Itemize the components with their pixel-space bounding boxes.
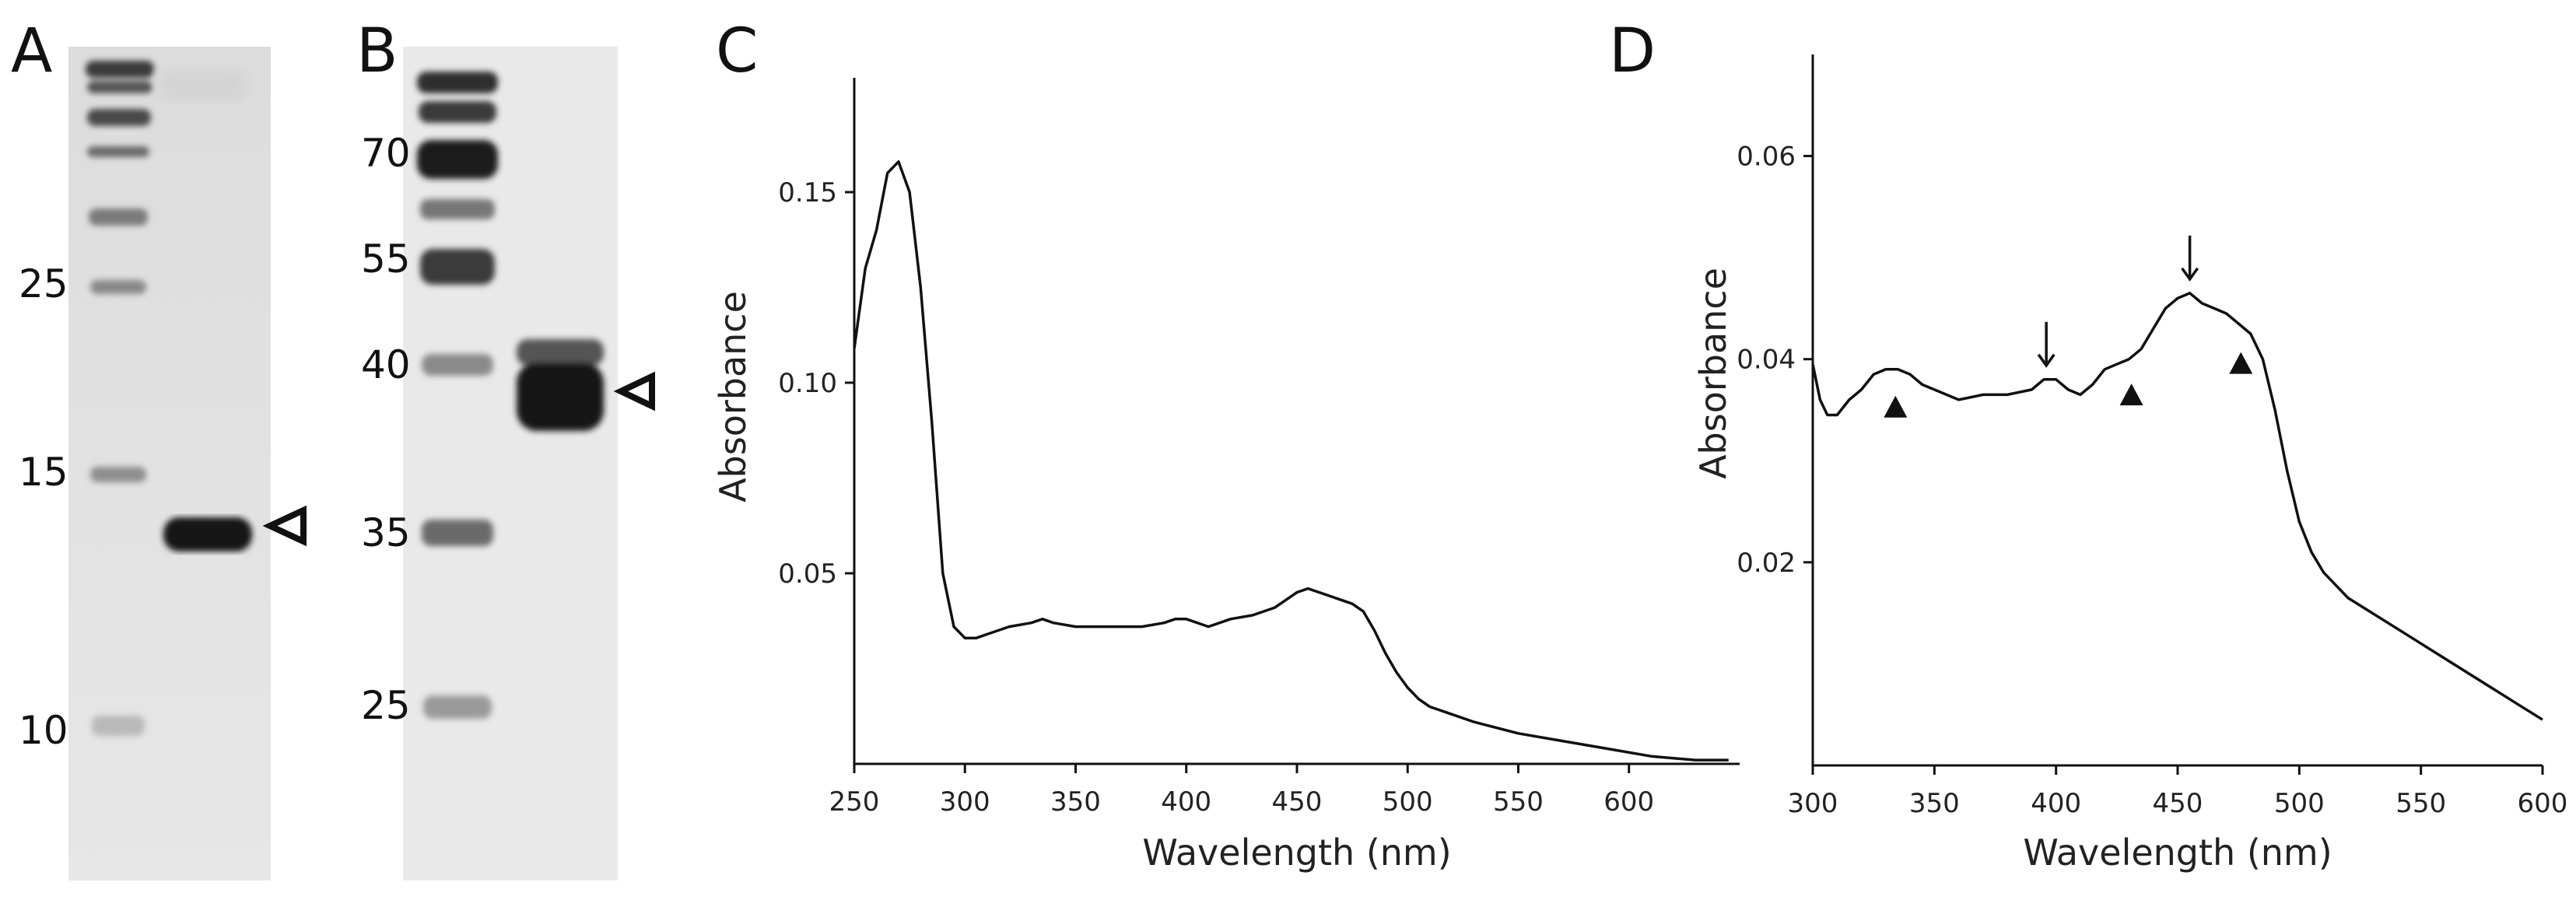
gel-a-marker: 15 xyxy=(19,450,68,495)
y-tick-label: 0.05 xyxy=(778,559,837,590)
gel-a-marker: 25 xyxy=(19,261,68,306)
gel-b-marker: 55 xyxy=(361,236,411,282)
protein-band xyxy=(163,517,252,552)
ladder-band xyxy=(90,467,146,482)
x-tick-label: 500 xyxy=(1383,786,1433,818)
ladder-band xyxy=(420,249,495,285)
ladder-band xyxy=(419,101,496,123)
ladder-band xyxy=(417,140,498,179)
arrow-head xyxy=(2037,353,2056,368)
panel-a: A 25 15 10 xyxy=(11,16,307,881)
ladder-band xyxy=(86,61,154,78)
protein-band xyxy=(517,362,604,431)
panel-d: D 300 350 400 450 500 550 600 0.02 0.04 0.06 Wavel… xyxy=(1609,16,2567,874)
ladder-band xyxy=(90,280,146,294)
panel-b: B 70 55 40 35 25 xyxy=(356,16,655,881)
series-line xyxy=(853,160,1729,762)
filled-triangle-icon xyxy=(2119,383,2143,406)
x-axis-title: Wavelength (nm) xyxy=(1142,832,1451,874)
arrow-head xyxy=(2181,267,2199,282)
gel-a-background xyxy=(68,47,271,881)
x-tick-label: 450 xyxy=(2153,788,2203,819)
x-tick-label: 350 xyxy=(1050,786,1101,818)
y-tick-label: 0.15 xyxy=(778,177,837,208)
panel-d-label: D xyxy=(1609,16,1656,86)
open-arrowhead-icon xyxy=(613,371,655,411)
x-tick-label: 300 xyxy=(1788,788,1838,819)
ladder-band xyxy=(87,109,151,126)
y-tick-label: 0.06 xyxy=(1737,142,1796,173)
x-tick-label: 300 xyxy=(940,786,990,818)
ladder-band xyxy=(87,81,152,93)
ladder-band xyxy=(423,695,492,719)
ladder-band xyxy=(422,354,493,376)
filled-triangle-icon xyxy=(1884,395,1908,418)
panel-c: C 250 300 350 400 450 500 550 600 0.05 0.10 0.15 Wa… xyxy=(712,16,1740,874)
x-tick-label: 600 xyxy=(1603,786,1654,818)
x-tick-label: 400 xyxy=(1161,786,1211,818)
protein-band xyxy=(517,339,604,366)
y-tick-label: 0.02 xyxy=(1737,548,1796,579)
x-axis-title: Wavelength (nm) xyxy=(2023,832,2332,874)
panel-b-label: B xyxy=(356,16,398,86)
panel-c-label: C xyxy=(716,16,758,86)
y-tick-label: 0.04 xyxy=(1737,345,1796,376)
gel-b-marker: 40 xyxy=(361,342,411,387)
x-tick-label: 450 xyxy=(1272,786,1323,818)
down-arrow-icon xyxy=(2181,235,2199,282)
gel-b-background xyxy=(403,47,618,881)
ladder-band xyxy=(92,716,145,736)
gel-b-sample-lane xyxy=(517,339,604,431)
y-axis-title: Absorbance xyxy=(712,291,754,503)
x-tick-label: 500 xyxy=(2274,788,2325,819)
gel-b-marker: 25 xyxy=(361,683,411,728)
filled-triangle-icon xyxy=(2229,352,2253,374)
x-tick-label: 400 xyxy=(2031,788,2081,819)
x-tick-label: 250 xyxy=(829,786,880,818)
ladder-band xyxy=(420,199,495,219)
gel-b-marker: 70 xyxy=(361,131,411,176)
ladder-band xyxy=(87,146,149,157)
ladder-band xyxy=(89,208,148,226)
ladder-band xyxy=(422,520,493,546)
gel-a-sample-lane xyxy=(159,70,252,552)
x-tick-label: 550 xyxy=(2396,788,2446,819)
ladder-band xyxy=(417,72,498,93)
panel-a-label: A xyxy=(11,16,52,86)
y-axis-title: Absorbance xyxy=(1692,268,1734,479)
x-tick-label: 550 xyxy=(1493,786,1544,818)
open-arrowhead-icon xyxy=(262,505,307,547)
faint-band xyxy=(159,70,245,101)
x-tick-label: 350 xyxy=(1909,788,1960,819)
gel-b-marker: 35 xyxy=(361,510,411,555)
down-arrow-icon xyxy=(2037,321,2056,368)
gel-a-ladder-lane xyxy=(86,61,154,736)
gel-a-marker: 10 xyxy=(19,708,68,753)
series-line xyxy=(1811,292,2543,721)
x-tick-label: 600 xyxy=(2518,788,2568,819)
gel-b-ladder-lane xyxy=(417,72,498,719)
y-tick-label: 0.10 xyxy=(778,368,837,399)
